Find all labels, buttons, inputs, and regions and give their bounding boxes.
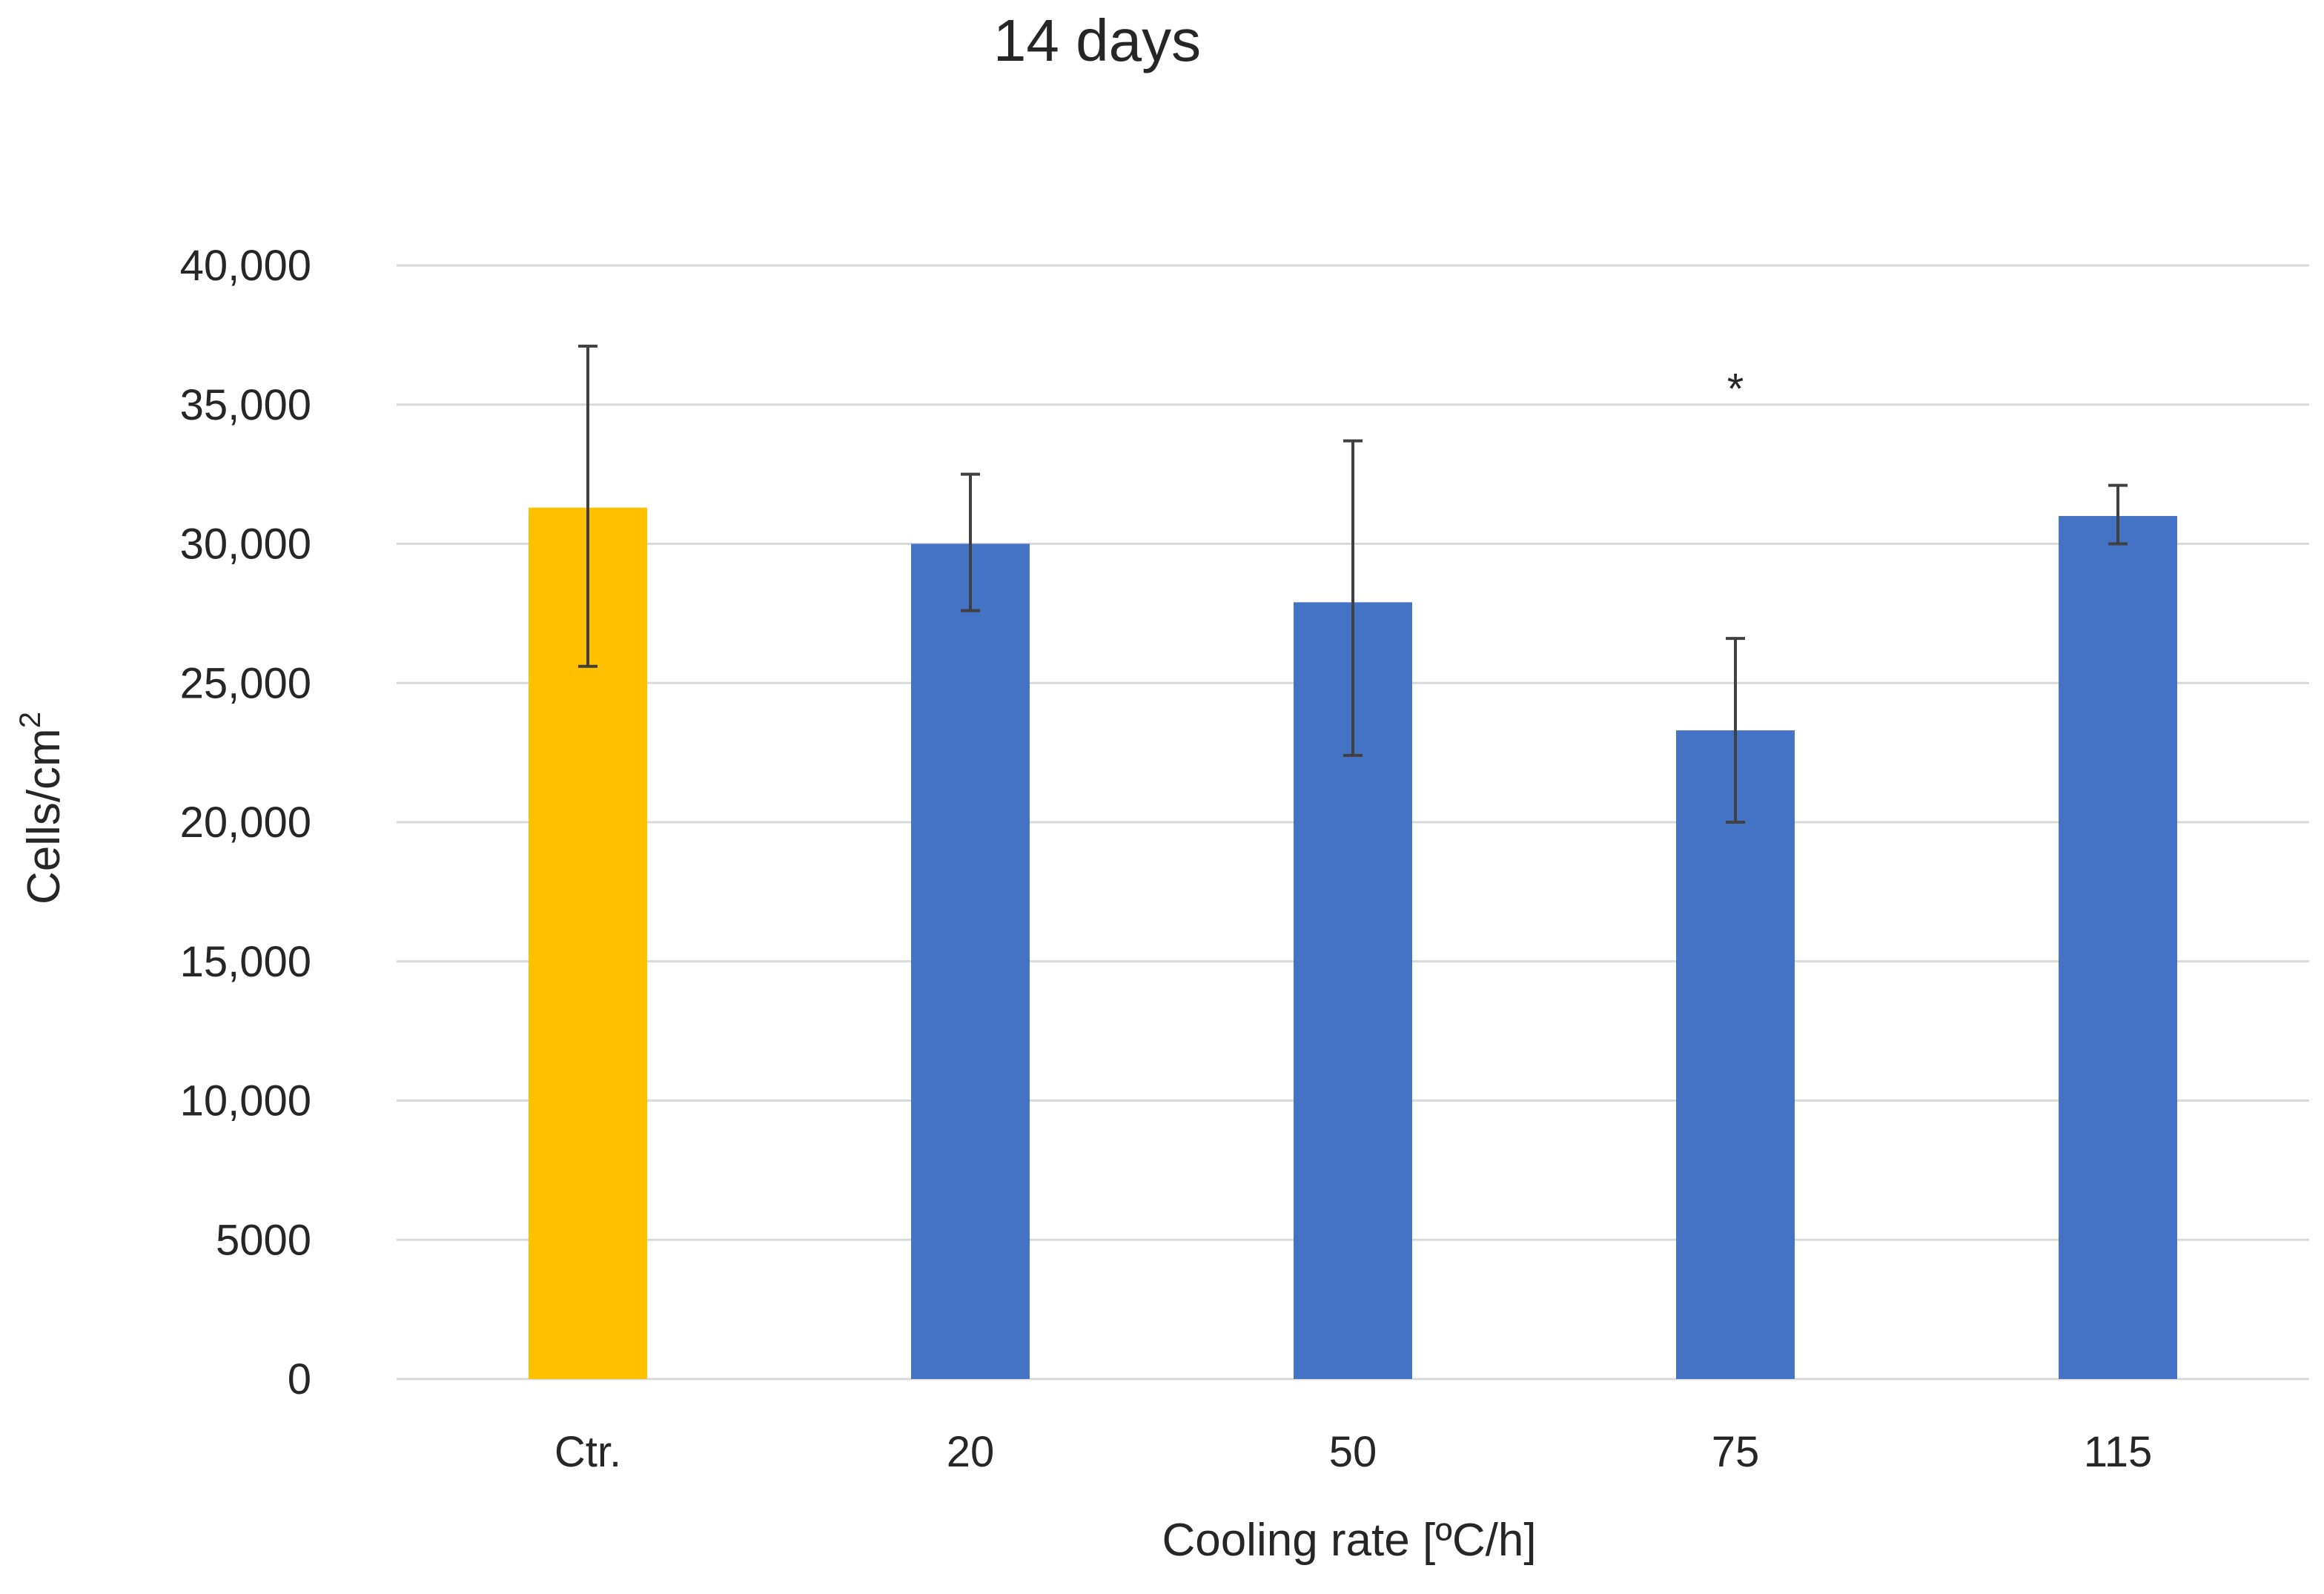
significance-marker: * [1727,365,1744,413]
bar [1676,730,1795,1379]
y-tick-label: 5000 [216,1216,311,1264]
x-tick-label: 20 [947,1428,995,1476]
x-axis-tick-labels: Ctr. 20 50 75 115 [554,1428,2152,1476]
error-bars [578,344,2128,824]
y-tick-label: 0 [288,1355,311,1403]
y-tick-label: 25,000 [180,659,311,707]
y-axis-title-main: Cells/cm [19,728,70,905]
y-axis-title: Cells/cm2 [14,712,70,905]
y-tick-label: 10,000 [180,1077,311,1125]
annotations: * [1727,365,1744,413]
y-axis-tick-labels: 0 5000 10,000 15,000 20,000 25,000 30,000 35,00… [180,242,311,1403]
x-tick-label: Ctr. [554,1428,621,1476]
y-tick-label: 15,000 [180,938,311,986]
x-axis-title: Cooling rate [ºC/h] [1162,1515,1536,1566]
x-tick-label: 75 [1712,1428,1760,1476]
y-tick-label: 20,000 [180,798,311,847]
x-tick-label: 50 [1329,1428,1377,1476]
bar [2059,515,2177,1380]
chart-title: 14 days [993,7,1201,73]
y-axis-title-superscript: 2 [14,712,47,728]
y-tick-label: 30,000 [180,520,311,569]
y-tick-label: 40,000 [180,242,311,290]
y-tick-label: 35,000 [180,381,311,429]
x-tick-label: 115 [2084,1428,2152,1476]
bar [911,543,1030,1379]
